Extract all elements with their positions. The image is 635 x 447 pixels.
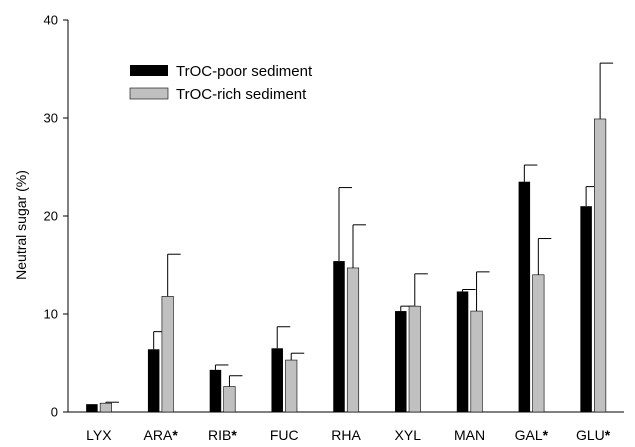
legend-label-troc-rich: TrOC-rich sediment: [176, 86, 307, 103]
bar-rha-troc-poor: [333, 261, 345, 412]
bar-fuc-troc-poor: [271, 348, 283, 412]
bar-gal-troc-rich: [532, 274, 545, 413]
bar-rib-troc-rich: [223, 386, 236, 413]
x-tick-label-man: MAN: [454, 427, 485, 443]
bar-xyl-troc-poor: [395, 311, 407, 412]
x-tick-label-glu: GLU*: [576, 427, 611, 443]
bar-gal-troc-poor: [518, 181, 531, 412]
legend-swatch-troc-poor: [130, 65, 168, 76]
significance-marker: *: [231, 427, 237, 443]
significance-marker: *: [172, 427, 178, 443]
bar-fuc-troc-rich: [285, 359, 298, 413]
bar-lyx-troc-poor: [86, 404, 98, 412]
bar-man-troc-rich: [470, 310, 483, 413]
y-tick-label: 0: [51, 405, 58, 420]
y-tick-label: 10: [44, 307, 58, 322]
significance-marker: *: [543, 427, 549, 443]
legend-label-troc-poor: TrOC-poor sediment: [176, 63, 313, 80]
legend: TrOC-poor sediment TrOC-rich sediment: [129, 63, 313, 103]
x-tick-label-lyx: LYX: [86, 427, 112, 443]
bar-xyl-troc-rich: [408, 305, 421, 413]
x-tick-label-ara: ARA*: [144, 427, 179, 443]
bar-rha-troc-rich: [346, 267, 360, 413]
bar-ara-troc-rich: [161, 296, 174, 413]
significance-marker: *: [605, 427, 611, 443]
bar-lyx-troc-rich: [99, 402, 112, 413]
bar-ara-troc-poor: [147, 349, 160, 412]
x-tick-label-rha: RHA: [331, 427, 361, 443]
y-axis: 0 10 20 30 40: [44, 13, 69, 420]
y-tick-label: 40: [44, 13, 58, 28]
bar-glu-troc-poor: [580, 206, 592, 412]
bar-glu-troc-rich: [594, 118, 607, 413]
y-tick-label: 20: [44, 209, 58, 224]
x-tick-label-xyl: XYL: [395, 427, 422, 443]
bars: [86, 62, 614, 413]
bar-rib-troc-poor: [209, 369, 222, 412]
x-tick-label-rib: RIB*: [208, 427, 237, 443]
legend-swatch-troc-rich: [129, 87, 169, 100]
x-tick-label-fuc: FUC: [270, 427, 299, 443]
y-axis-title: Neutral sugar (%): [13, 170, 29, 280]
bar-man-troc-poor: [456, 291, 469, 412]
x-tick-label-gal: GAL*: [515, 427, 549, 443]
y-tick-label: 30: [44, 111, 58, 126]
x-tick-labels: LYX ARA* RIB* FUC RHA XYL MAN GAL* GLU*: [86, 427, 611, 443]
